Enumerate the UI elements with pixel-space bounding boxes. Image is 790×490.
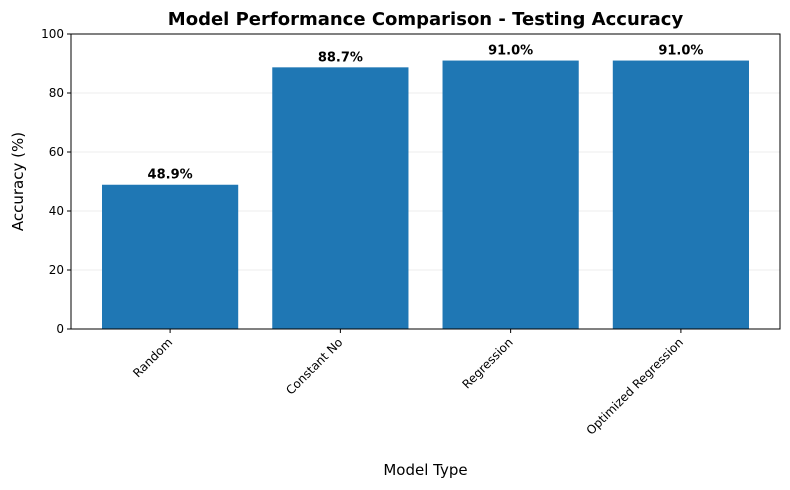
x-axis: Random Constant No Regression Optimized Reg…: [130, 329, 686, 438]
bar-optimized-regression: [612, 60, 749, 330]
y-axis-label: Accuracy (%): [9, 132, 27, 231]
x-tick-label: Regression: [459, 335, 515, 391]
y-tick-label: 20: [49, 263, 64, 277]
plot-frame: [70, 33, 781, 330]
data-label: 91.0%: [658, 44, 703, 59]
x-tick-label: Random: [130, 335, 175, 380]
y-tick-label: 60: [49, 145, 64, 159]
y-axis: 0 20 40 60 80 100: [41, 27, 71, 336]
x-tick-label: Constant No: [283, 335, 345, 397]
data-label: 88.7%: [318, 50, 363, 65]
bars: [102, 60, 749, 330]
data-labels: 48.9% 88.7% 91.0% 91.0%: [148, 44, 704, 183]
chart-title: Model Performance Comparison - Testing A…: [168, 9, 684, 30]
y-tick-label: 40: [49, 204, 64, 218]
bar-random: [102, 184, 239, 329]
bar-constant-no: [272, 67, 409, 330]
data-label: 91.0%: [488, 44, 533, 59]
y-tick-label: 0: [56, 322, 64, 336]
y-tick-label: 80: [49, 86, 64, 100]
x-tick-label: Optimized Regression: [584, 335, 686, 437]
y-tick-label: 100: [41, 27, 64, 41]
x-axis-label: Model Type: [383, 461, 467, 479]
bar-regression: [442, 60, 579, 330]
data-label: 48.9%: [148, 168, 193, 183]
